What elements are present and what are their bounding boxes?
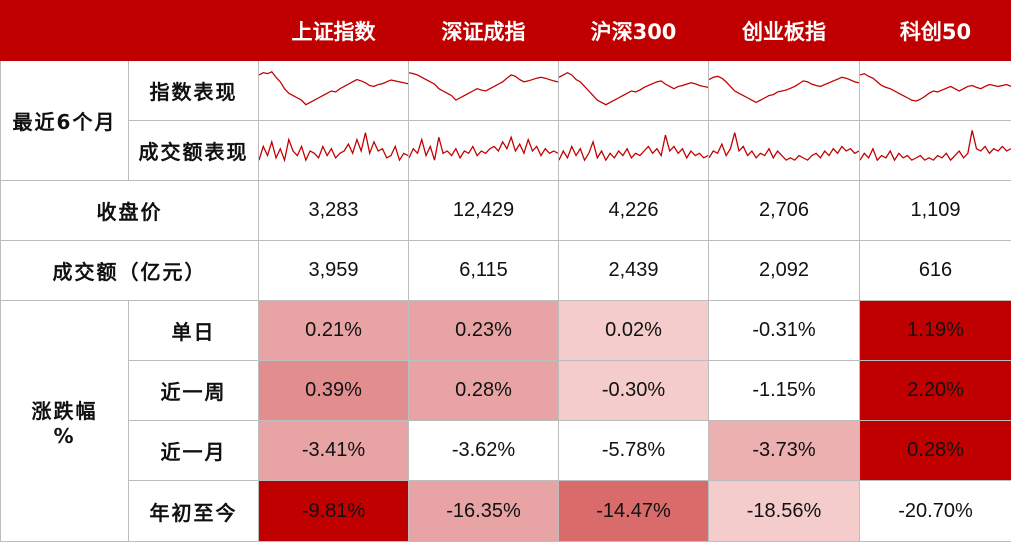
close-value: 1,109 (860, 181, 1011, 241)
sparkline-volume-chinext (709, 125, 859, 177)
header-index-chinext: 创业板指 (709, 1, 860, 61)
close-value: 4,226 (559, 181, 709, 241)
sparkline-volume-szse (409, 125, 558, 177)
sparkline-index-csi300 (559, 65, 708, 117)
sparkline-line (259, 132, 408, 159)
change-value: 1.19% (860, 301, 1011, 361)
sparkline-index-cell (409, 61, 559, 121)
sparkline-index-szse (409, 65, 558, 117)
header-index-sse: 上证指数 (259, 1, 409, 61)
change-value: -0.30% (559, 361, 709, 421)
index-performance-row: 最近6个月 指数表现 (1, 61, 1011, 121)
sparkline-line (709, 76, 859, 102)
turnover-value: 3,959 (259, 241, 409, 301)
sparkline-volume-star50 (860, 125, 1011, 177)
sparkline-line (860, 73, 1011, 100)
change-row-week: 近一周 0.39% 0.28% -0.30% -1.15% 2.20% (1, 361, 1011, 421)
close-value: 2,706 (709, 181, 860, 241)
turnover-row: 成交额（亿元） 3,959 6,115 2,439 2,092 616 (1, 241, 1011, 301)
change-value: -3.41% (259, 421, 409, 481)
sparkline-volume-cell (559, 121, 709, 181)
sparkline-volume-sse (259, 125, 408, 177)
turnover-value: 2,092 (709, 241, 860, 301)
close-value: 3,283 (259, 181, 409, 241)
sparkline-line (709, 132, 859, 159)
sparkline-volume-cell (259, 121, 409, 181)
change-value: 0.28% (409, 361, 559, 421)
header-index-csi300: 沪深300 (559, 1, 709, 61)
sparkline-index-cell (259, 61, 409, 121)
header-corner (1, 1, 259, 61)
sparkline-line (559, 134, 708, 159)
sparkline-volume-csi300 (559, 125, 708, 177)
change-value: 0.02% (559, 301, 709, 361)
change-value: -20.70% (860, 481, 1011, 542)
sparkline-index-cell (559, 61, 709, 121)
change-value: -18.56% (709, 481, 860, 542)
change-value: 2.20% (860, 361, 1011, 421)
sparkline-line (860, 130, 1011, 160)
change-value: 0.23% (409, 301, 559, 361)
period-label: 单日 (129, 301, 259, 361)
change-pct-title: 涨跌幅 (1, 395, 128, 424)
header-index-szse: 深证成指 (409, 1, 559, 61)
sparkline-line (409, 72, 558, 99)
change-row-day: 涨跌幅 % 单日 0.21% 0.23% 0.02% -0.31% 1.19% (1, 301, 1011, 361)
change-pct-unit: % (1, 424, 128, 448)
change-value: -3.73% (709, 421, 860, 481)
period-label: 年初至今 (129, 481, 259, 542)
sparkline-index-sse (259, 65, 408, 117)
sparkline-index-star50 (860, 65, 1011, 117)
volume-performance-row: 成交额表现 (1, 121, 1011, 181)
header-row: 上证指数 深证成指 沪深300 创业板指 科创50 (1, 1, 1011, 61)
sparkline-index-cell (709, 61, 860, 121)
header-index-star50: 科创50 (860, 1, 1011, 61)
change-row-month: 近一月 -3.41% -3.62% -5.78% -3.73% 0.28% (1, 421, 1011, 481)
change-value: -0.31% (709, 301, 860, 361)
sparkline-volume-cell (409, 121, 559, 181)
change-value: -16.35% (409, 481, 559, 542)
change-value: 0.21% (259, 301, 409, 361)
index-performance-label: 指数表现 (129, 61, 259, 121)
sparkline-index-chinext (709, 65, 859, 117)
change-value: -3.62% (409, 421, 559, 481)
close-price-label: 收盘价 (1, 181, 259, 241)
turnover-value: 2,439 (559, 241, 709, 301)
recent-six-months-label: 最近6个月 (1, 61, 129, 181)
sparkline-line (409, 137, 558, 160)
change-value: 0.28% (860, 421, 1011, 481)
change-value: 0.39% (259, 361, 409, 421)
change-value: -1.15% (709, 361, 860, 421)
change-row-ytd: 年初至今 -9.81% -16.35% -14.47% -18.56% -20.… (1, 481, 1011, 542)
close-price-row: 收盘价 3,283 12,429 4,226 2,706 1,109 (1, 181, 1011, 241)
change-pct-label: 涨跌幅 % (1, 301, 129, 542)
sparkline-line (259, 71, 408, 104)
sparkline-volume-cell (860, 121, 1011, 181)
turnover-value: 6,115 (409, 241, 559, 301)
period-label: 近一周 (129, 361, 259, 421)
sparkline-volume-cell (709, 121, 860, 181)
turnover-label: 成交额（亿元） (1, 241, 259, 301)
sparkline-index-cell (860, 61, 1011, 121)
change-value: -9.81% (259, 481, 409, 542)
close-value: 12,429 (409, 181, 559, 241)
sparkline-line (559, 72, 708, 104)
change-value: -14.47% (559, 481, 709, 542)
volume-performance-label: 成交额表现 (129, 121, 259, 181)
period-label: 近一月 (129, 421, 259, 481)
turnover-value: 616 (860, 241, 1011, 301)
change-value: -5.78% (559, 421, 709, 481)
